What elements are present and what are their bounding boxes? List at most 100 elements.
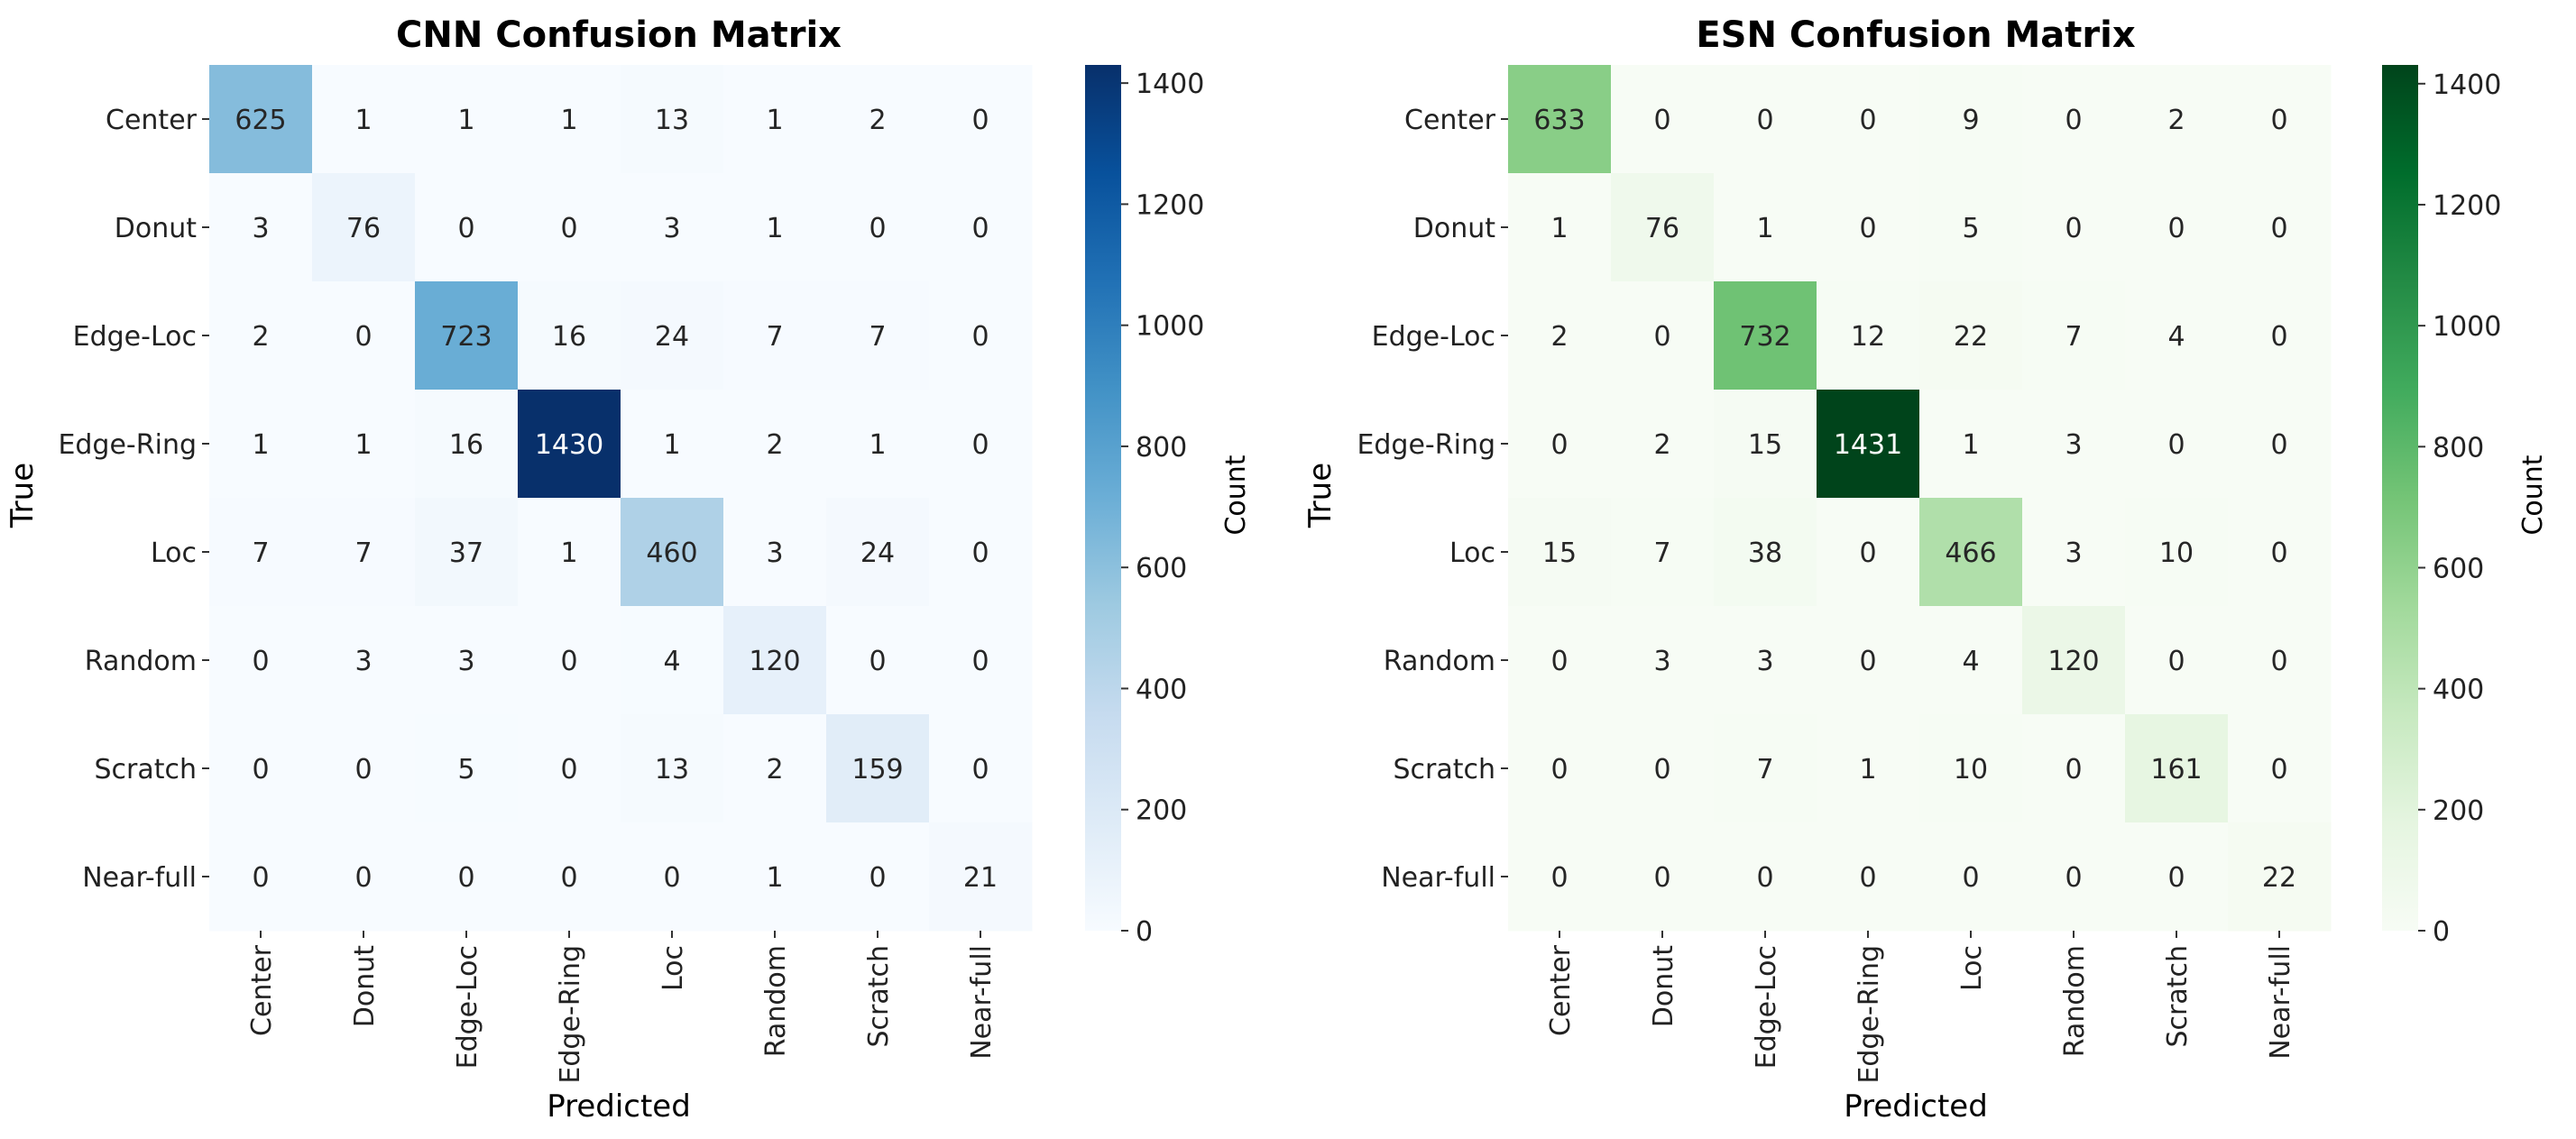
esn-cell-edge-ring-center (1508, 390, 1612, 499)
esn-cell-center-edge-ring (1817, 65, 1920, 174)
cnn-cell-random-near-full (929, 606, 1033, 715)
esn-cell-near-full-edge-loc (1714, 822, 1817, 932)
esn-cell-edge-ring-donut (1611, 390, 1715, 499)
cnn-cell-value: 16 (449, 429, 483, 461)
cnn-cell-loc-loc (621, 498, 724, 607)
esn-y-tick-center: Center (1404, 105, 1496, 136)
cnn-cell-loc-random (723, 498, 827, 607)
cnn-cell-value: 1 (354, 105, 372, 136)
cnn-heatmap-grid: 625 1 1 1 13 1 2 03 76 0 0 3 1 0 02 0 723 16 24 7 7 01 1 16 1430… (209, 65, 1033, 932)
esn-cell-value: 15 (1748, 429, 1782, 461)
cnn-cell-value: 0 (560, 213, 577, 244)
cnn-cell-near-full-scratch (826, 822, 930, 932)
esn-y-axis-label: True (1302, 463, 1339, 528)
cnn-colorbar-tick-1000: 1000 (1136, 311, 1204, 343)
esn-cell-value: 0 (1653, 862, 1670, 894)
esn-y-tick-labels: Center Donut Edge-Loc Edge-Ring Loc Random Scr… (1357, 105, 1508, 894)
cnn-cell-edge-ring-scratch (826, 390, 930, 499)
cnn-cell-center-edge-ring (518, 65, 621, 174)
esn-cell-scratch-scratch (2125, 714, 2229, 823)
cnn-cell-value: 1 (560, 537, 577, 569)
esn-cell-center-scratch (2125, 65, 2229, 174)
esn-cell-value: 0 (2065, 862, 2082, 894)
cnn-cell-value: 21 (963, 862, 998, 894)
cnn-cell-value: 13 (655, 105, 689, 136)
esn-x-axis-label: Predicted (1844, 1088, 1988, 1125)
esn-cell-donut-random (2022, 173, 2126, 282)
esn-cell-value: 4 (2167, 321, 2185, 353)
cnn-cell-value: 625 (235, 105, 286, 136)
esn-cell-value: 0 (2270, 537, 2287, 569)
cnn-cell-value: 0 (252, 646, 269, 677)
cnn-cell-near-full-edge-loc (415, 822, 519, 932)
cnn-cell-value: 723 (440, 321, 492, 353)
cnn-colorbar-tick-800: 800 (1136, 432, 1187, 464)
cnn-cell-scratch-donut (312, 714, 416, 823)
esn-cell-value: 3 (2065, 537, 2082, 569)
esn-cell-value: 732 (1739, 321, 1790, 353)
esn-cell-value: 15 (1542, 537, 1577, 569)
esn-cell-value: 3 (2065, 429, 2082, 461)
esn-cell-value: 0 (1550, 754, 1568, 785)
esn-cell-value: 0 (1859, 105, 1876, 136)
esn-cell-value: 0 (1756, 862, 1773, 894)
esn-colorbar-tick-1200: 1200 (2433, 190, 2501, 222)
esn-cell-loc-edge-ring (1817, 498, 1920, 607)
cnn-cell-value: 3 (766, 537, 783, 569)
cnn-cell-edge-loc-edge-loc (415, 281, 519, 390)
esn-x-tick-edge-ring: Edge-Ring (1854, 945, 1885, 1084)
cnn-cell-donut-loc (621, 173, 724, 282)
cnn-cell-value: 16 (552, 321, 586, 353)
esn-cell-value: 7 (2065, 321, 2082, 353)
esn-colorbar: 0 200 400 600 800 1000 1200 1400 (2382, 65, 2501, 948)
esn-y-tick-near-full: Near-full (1381, 862, 1495, 894)
cnn-cell-value: 0 (457, 862, 474, 894)
cnn-cell-random-loc (621, 606, 724, 715)
cnn-cell-value: 0 (971, 213, 989, 244)
esn-cell-center-center (1508, 65, 1612, 174)
esn-cell-edge-ring-loc (1919, 390, 2023, 499)
esn-cell-value: 0 (2270, 105, 2287, 136)
cnn-cell-scratch-scratch (826, 714, 930, 823)
cnn-cell-value: 1 (766, 105, 783, 136)
esn-cell-value: 0 (1962, 862, 1979, 894)
cnn-cell-value: 1 (252, 429, 269, 461)
cnn-cell-value: 0 (971, 105, 989, 136)
cnn-cell-value: 1 (766, 213, 783, 244)
esn-cell-value: 161 (2150, 754, 2202, 785)
esn-cell-value: 0 (1653, 321, 1670, 353)
cnn-cell-random-random (723, 606, 827, 715)
cnn-colorbar-tick-200: 200 (1136, 795, 1187, 827)
cnn-cell-loc-donut (312, 498, 416, 607)
esn-cell-near-full-edge-ring (1817, 822, 1920, 932)
cnn-cell-scratch-loc (621, 714, 724, 823)
cnn-cell-value: 24 (655, 321, 689, 353)
esn-cell-donut-donut (1611, 173, 1715, 282)
esn-cell-value: 12 (1851, 321, 1885, 353)
esn-cell-value: 2 (1550, 321, 1568, 353)
esn-cell-donut-center (1508, 173, 1612, 282)
cnn-cell-loc-scratch (826, 498, 930, 607)
esn-cell-edge-loc-edge-loc (1714, 281, 1817, 390)
cnn-x-tick-scratch: Scratch (863, 945, 895, 1048)
esn-x-tick-donut: Donut (1648, 945, 1679, 1027)
cnn-cell-edge-ring-near-full (929, 390, 1033, 499)
cnn-cell-value: 460 (646, 537, 697, 569)
cnn-cell-center-loc (621, 65, 724, 174)
esn-cell-scratch-loc (1919, 714, 2023, 823)
esn-cell-edge-loc-scratch (2125, 281, 2229, 390)
cnn-cell-value: 0 (663, 862, 680, 894)
cnn-cell-edge-loc-center (209, 281, 313, 390)
esn-cell-edge-ring-near-full (2228, 390, 2332, 499)
cnn-cell-value: 1 (560, 105, 577, 136)
cnn-y-tick-near-full: Near-full (82, 862, 197, 894)
cnn-colorbar-tick-1200: 1200 (1136, 189, 1204, 221)
cnn-cell-edge-ring-center (209, 390, 313, 499)
cnn-cell-random-edge-loc (415, 606, 519, 715)
cnn-cell-value: 7 (354, 537, 372, 569)
cnn-cell-value: 7 (869, 321, 886, 353)
esn-cell-donut-near-full (2228, 173, 2332, 282)
cnn-cell-value: 0 (971, 537, 989, 569)
esn-cell-value: 2 (1653, 429, 1670, 461)
esn-cell-value: 0 (2065, 105, 2082, 136)
